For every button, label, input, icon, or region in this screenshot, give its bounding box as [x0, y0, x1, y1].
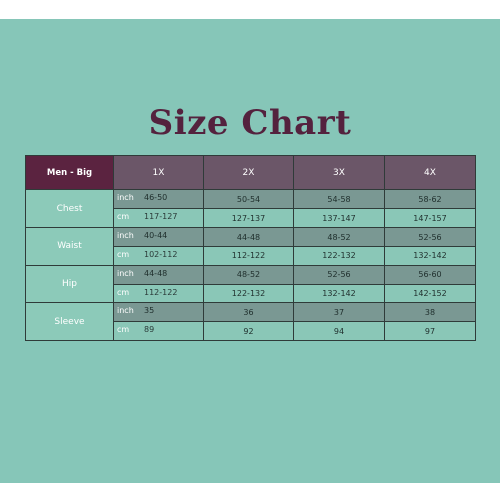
table-cell: 137-147	[293, 208, 385, 229]
table-header-label: Men - Big	[25, 154, 114, 191]
table-cell: inch 40-44	[113, 227, 204, 247]
unit-label: inch	[117, 306, 134, 316]
cell-value: 102-112	[144, 249, 178, 259]
table-cell: 48-52	[293, 227, 385, 247]
page-title: Size Chart	[148, 103, 352, 143]
table-cell: 44-48	[203, 227, 294, 247]
table-cell: 36	[203, 302, 294, 323]
table-cell: cm 117-127	[113, 208, 204, 229]
table-row: cm 89 92 94 97	[25, 321, 476, 341]
unit-label: cm	[117, 249, 130, 259]
column-header-2x: 2X	[203, 154, 294, 191]
cell-value: 44-48	[144, 268, 168, 278]
cell-value: 40-44	[144, 231, 168, 241]
table-cell: 52-56	[384, 227, 476, 247]
table-cell: 52-56	[293, 264, 385, 285]
table-cell: 54-58	[293, 189, 385, 210]
table-cell: inch 35	[113, 302, 204, 323]
cell-value: 117-127	[144, 212, 178, 222]
column-header-4x: 4X	[384, 154, 476, 191]
table-cell: 38	[384, 302, 476, 323]
column-header-1x: 1X	[113, 154, 204, 191]
table-cell: 122-132	[203, 283, 294, 304]
table-cell: inch 46-50	[113, 189, 204, 210]
table-row: cm 117-127 127-137 137-147 147-157	[25, 208, 476, 229]
table-row: Waist inch 40-44 44-48 48-52 52-56	[25, 227, 476, 266]
table-cell: 112-122	[203, 245, 294, 266]
table-cell: 132-142	[384, 245, 476, 266]
table-row: Hip inch 44-48 48-52 52-56 56-60	[25, 264, 476, 304]
table-cell: 132-142	[293, 283, 385, 304]
column-header-3x: 3X	[293, 154, 385, 191]
unit-label: inch	[117, 193, 134, 203]
row-label-hip: Hip	[25, 264, 114, 304]
table-cell: 94	[293, 321, 385, 341]
cell-value: 46-50	[144, 193, 168, 203]
table-header-row: Men - Big 1X 2X 3X 4X	[25, 154, 476, 191]
unit-label: inch	[117, 231, 134, 241]
table-cell: 97	[384, 321, 476, 341]
table-cell: 142-152	[384, 283, 476, 304]
unit-label: cm	[117, 287, 130, 297]
table-cell: 50-54	[203, 189, 294, 210]
row-label-sleeve: Sleeve	[25, 302, 114, 341]
unit-label: inch	[117, 268, 134, 278]
unit-label: cm	[117, 212, 130, 222]
table-cell: 37	[293, 302, 385, 323]
cell-value: 112-122	[144, 287, 178, 297]
table-cell: 48-52	[203, 264, 294, 285]
table-cell: 147-157	[384, 208, 476, 229]
table-row: Chest inch 46-50 50-54 54-58 58-62	[25, 189, 476, 229]
row-label-chest: Chest	[25, 189, 114, 229]
table-cell: 56-60	[384, 264, 476, 285]
table-cell: 92	[203, 321, 294, 341]
size-table: Men - Big 1X 2X 3X 4X Chest inch 46-50 5…	[25, 154, 476, 341]
table-cell: 58-62	[384, 189, 476, 210]
table-cell: cm 102-112	[113, 245, 204, 266]
table-cell: inch 44-48	[113, 264, 204, 285]
table-row: cm 112-122 122-132 132-142 142-152	[25, 283, 476, 304]
table-cell: cm 89	[113, 321, 204, 341]
table-cell: 122-132	[293, 245, 385, 266]
cell-value: 35	[144, 306, 155, 316]
unit-label: cm	[117, 325, 130, 335]
table-cell: 127-137	[203, 208, 294, 229]
table-cell: cm 112-122	[113, 283, 204, 304]
table-row: Sleeve inch 35 36 37 38	[25, 302, 476, 341]
cell-value: 89	[144, 325, 155, 335]
row-label-waist: Waist	[25, 227, 114, 266]
